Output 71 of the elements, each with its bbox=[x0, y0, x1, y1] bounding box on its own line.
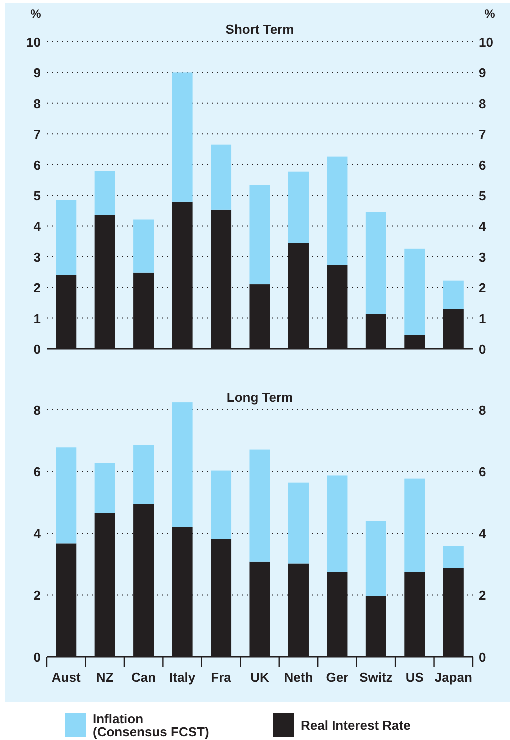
x-tick-label: Ger bbox=[326, 670, 349, 685]
y2-tick-label: 4 bbox=[479, 526, 487, 542]
bar bbox=[134, 445, 154, 504]
legend-label: Inflation (Consensus FCST) bbox=[93, 712, 210, 740]
x-tick-label: NZ bbox=[96, 670, 114, 685]
bar bbox=[172, 72, 193, 202]
y2-tick-label: 6 bbox=[479, 158, 486, 173]
bar bbox=[172, 402, 193, 528]
y2-tick-label: 4 bbox=[479, 219, 487, 234]
y-tick-label: 10 bbox=[26, 35, 41, 50]
bar bbox=[56, 200, 77, 276]
y-tick-label: 2 bbox=[34, 280, 41, 296]
y-tick-label: 4 bbox=[34, 526, 42, 542]
y2-tick-label: 6 bbox=[479, 464, 486, 480]
y-tick-label: 6 bbox=[34, 158, 41, 173]
y2-tick-label: 9 bbox=[479, 66, 486, 81]
x-tick-label: Aust bbox=[52, 670, 82, 685]
x-tick-label: Fra bbox=[211, 670, 232, 685]
y-tick-label: 0 bbox=[34, 650, 41, 665]
x-tick-label: Neth bbox=[284, 670, 314, 685]
y2-tick-label: 8 bbox=[479, 402, 486, 418]
bar bbox=[288, 172, 309, 244]
bar bbox=[288, 482, 309, 564]
y2-tick-label: 8 bbox=[479, 96, 486, 112]
y-tick-label: 2 bbox=[34, 588, 41, 604]
x-tick-label: UK bbox=[250, 670, 270, 685]
y-tick-label: 9 bbox=[34, 66, 41, 81]
bar bbox=[211, 470, 232, 540]
y-tick-label: 7 bbox=[34, 127, 41, 142]
y2-tick-label: 5 bbox=[479, 188, 486, 204]
chart-title: Short Term bbox=[226, 22, 294, 37]
bar bbox=[250, 185, 270, 285]
x-tick-label: US bbox=[406, 670, 424, 685]
y-tick-label: 5 bbox=[34, 188, 41, 204]
bar bbox=[56, 448, 77, 544]
y2-tick-label: 7 bbox=[479, 127, 486, 142]
bar bbox=[94, 171, 116, 216]
y2-axis-title: % bbox=[484, 7, 496, 21]
bar bbox=[327, 476, 348, 572]
y-tick-label: 0 bbox=[34, 342, 41, 357]
bar bbox=[211, 144, 232, 210]
bar bbox=[366, 521, 386, 596]
y2-tick-label: 3 bbox=[479, 250, 486, 265]
y2-tick-label: 10 bbox=[479, 35, 494, 50]
legend-label: Real Interest Rate bbox=[301, 718, 411, 733]
bar bbox=[94, 463, 116, 514]
y-axis-title: % bbox=[30, 7, 42, 21]
y-tick-label: 6 bbox=[34, 464, 41, 480]
y2-tick-label: 1 bbox=[479, 311, 486, 326]
y2-tick-label: 0 bbox=[479, 650, 486, 665]
bar bbox=[404, 248, 426, 336]
y2-tick-label: 2 bbox=[479, 588, 486, 604]
x-tick-label: Can bbox=[132, 670, 156, 685]
x-tick-label: Italy bbox=[170, 670, 196, 685]
bar bbox=[443, 546, 464, 568]
bar bbox=[134, 220, 154, 273]
y-tick-label: 8 bbox=[34, 96, 41, 112]
bar bbox=[327, 156, 348, 266]
y-tick-label: 4 bbox=[34, 219, 42, 234]
x-tick-label: Switz bbox=[360, 670, 394, 685]
y2-tick-label: 2 bbox=[479, 280, 486, 296]
y-tick-label: 3 bbox=[34, 250, 41, 265]
bar bbox=[404, 478, 426, 572]
chart-title: Long Term bbox=[226, 390, 294, 405]
y2-tick-label: 0 bbox=[479, 342, 486, 357]
x-tick-label: Japan bbox=[434, 670, 472, 685]
bar bbox=[366, 212, 386, 314]
bar bbox=[443, 280, 464, 310]
y-tick-label: 8 bbox=[34, 402, 41, 418]
y-tick-label: 1 bbox=[34, 311, 41, 326]
bar bbox=[250, 450, 270, 562]
